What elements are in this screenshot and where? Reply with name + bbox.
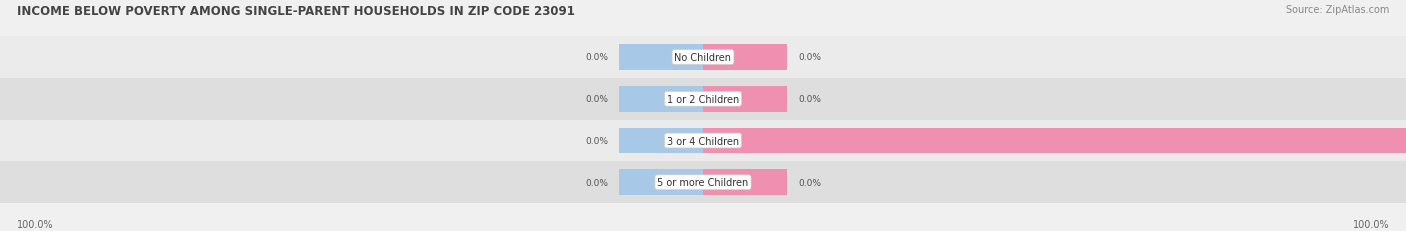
Text: 0.0%: 0.0% [799,95,821,104]
Text: 1 or 2 Children: 1 or 2 Children [666,94,740,104]
Bar [0,162,1406,203]
Bar [619,170,703,195]
Text: 0.0%: 0.0% [585,53,609,62]
Text: No Children: No Children [675,53,731,63]
Text: 0.0%: 0.0% [799,178,821,187]
Text: INCOME BELOW POVERTY AMONG SINGLE-PARENT HOUSEHOLDS IN ZIP CODE 23091: INCOME BELOW POVERTY AMONG SINGLE-PARENT… [17,5,575,18]
Bar [703,86,787,112]
Text: 0.0%: 0.0% [585,178,609,187]
Bar [0,37,1406,79]
Bar [619,45,703,71]
Text: 0.0%: 0.0% [585,95,609,104]
Bar [703,170,787,195]
Text: 100.0%: 100.0% [1353,219,1389,229]
Bar [619,128,703,154]
Text: 5 or more Children: 5 or more Children [658,177,748,188]
Bar [0,120,1406,162]
Bar [703,45,787,71]
Bar [619,86,703,112]
Text: 100.0%: 100.0% [17,219,53,229]
Bar [0,79,1406,120]
Bar [703,128,1406,154]
Text: 0.0%: 0.0% [799,53,821,62]
Text: 0.0%: 0.0% [585,137,609,145]
Text: Source: ZipAtlas.com: Source: ZipAtlas.com [1285,5,1389,15]
Text: 3 or 4 Children: 3 or 4 Children [666,136,740,146]
